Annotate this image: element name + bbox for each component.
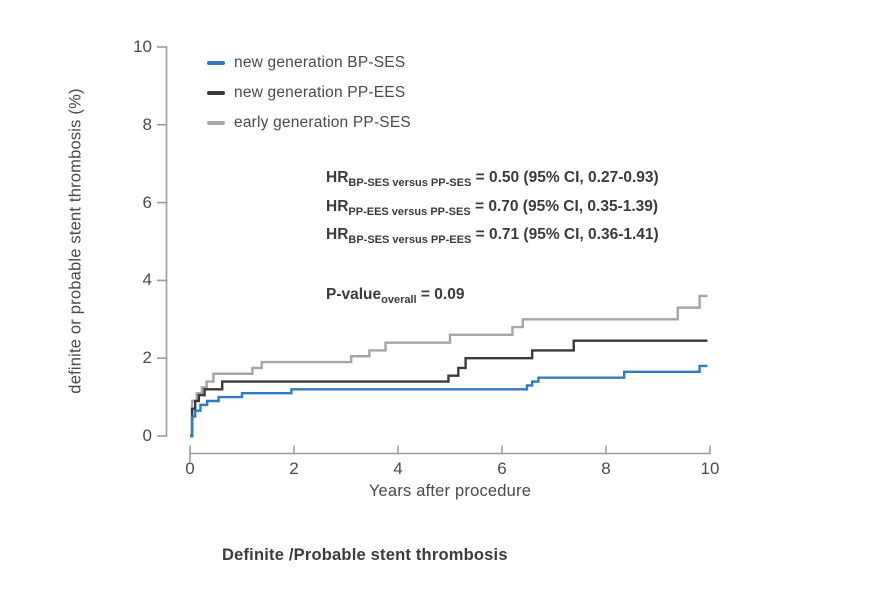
- y-tick-label: 6: [142, 192, 152, 212]
- hr-line-2: HRPP-EES versus PP-SES = 0.70 (95% CI, 0…: [326, 197, 659, 218]
- y-axis-label: definite or probable stent thrombosis (%…: [66, 88, 85, 394]
- hazard-ratio-annotations: HRBP-SES versus PP-SES = 0.50 (95% CI, 0…: [326, 169, 659, 255]
- hr-subscript: BP-SES versus PP-EES: [348, 234, 472, 246]
- hr-line-3: HRBP-SES versus PP-EES = 0.71 (95% CI, 0…: [326, 226, 659, 246]
- figure-title: Definite /Probable stent thrombosis: [222, 546, 508, 564]
- y-tick-label: 0: [142, 426, 152, 445]
- y-tick-label: 8: [142, 114, 152, 134]
- x-axis-label: Years after procedure: [368, 482, 532, 500]
- hr-subscript: BP-SES versus PP-SES: [348, 177, 472, 189]
- legend-label: new generation BP-SES: [234, 54, 406, 71]
- legend-label: new generation PP-EES: [234, 84, 406, 101]
- x-tick-label: 6: [497, 459, 507, 478]
- y-tick-label: 10: [133, 37, 152, 56]
- legend: new generation BP-SES new generation PP-…: [207, 48, 411, 138]
- y-tick-label: 2: [142, 348, 152, 368]
- legend-swatch-blue: [207, 61, 225, 65]
- legend-swatch-gray: [207, 121, 225, 125]
- legend-item-bp-ses: new generation BP-SES: [207, 48, 411, 78]
- legend-item-pp-ees: new generation PP-EES: [207, 78, 411, 108]
- x-tick-label: 2: [289, 459, 299, 478]
- p-value-subscript: overall: [381, 294, 417, 306]
- x-tick-label: 4: [393, 459, 403, 478]
- x-tick-label: 0: [185, 459, 195, 478]
- x-tick-label: 10: [700, 459, 720, 478]
- x-tick-label: 8: [601, 459, 611, 478]
- y-tick-label: 4: [142, 270, 152, 290]
- p-value-annotation: P-valueoverall = 0.09: [326, 286, 465, 306]
- legend-item-early-pp-ses: early generation PP-SES: [207, 108, 411, 138]
- legend-label: early generation PP-SES: [234, 114, 411, 131]
- hr-subscript: PP-EES versus PP-SES: [348, 205, 471, 218]
- legend-swatch-black: [207, 91, 225, 95]
- hr-line-1: HRBP-SES versus PP-SES = 0.50 (95% CI, 0…: [326, 169, 659, 189]
